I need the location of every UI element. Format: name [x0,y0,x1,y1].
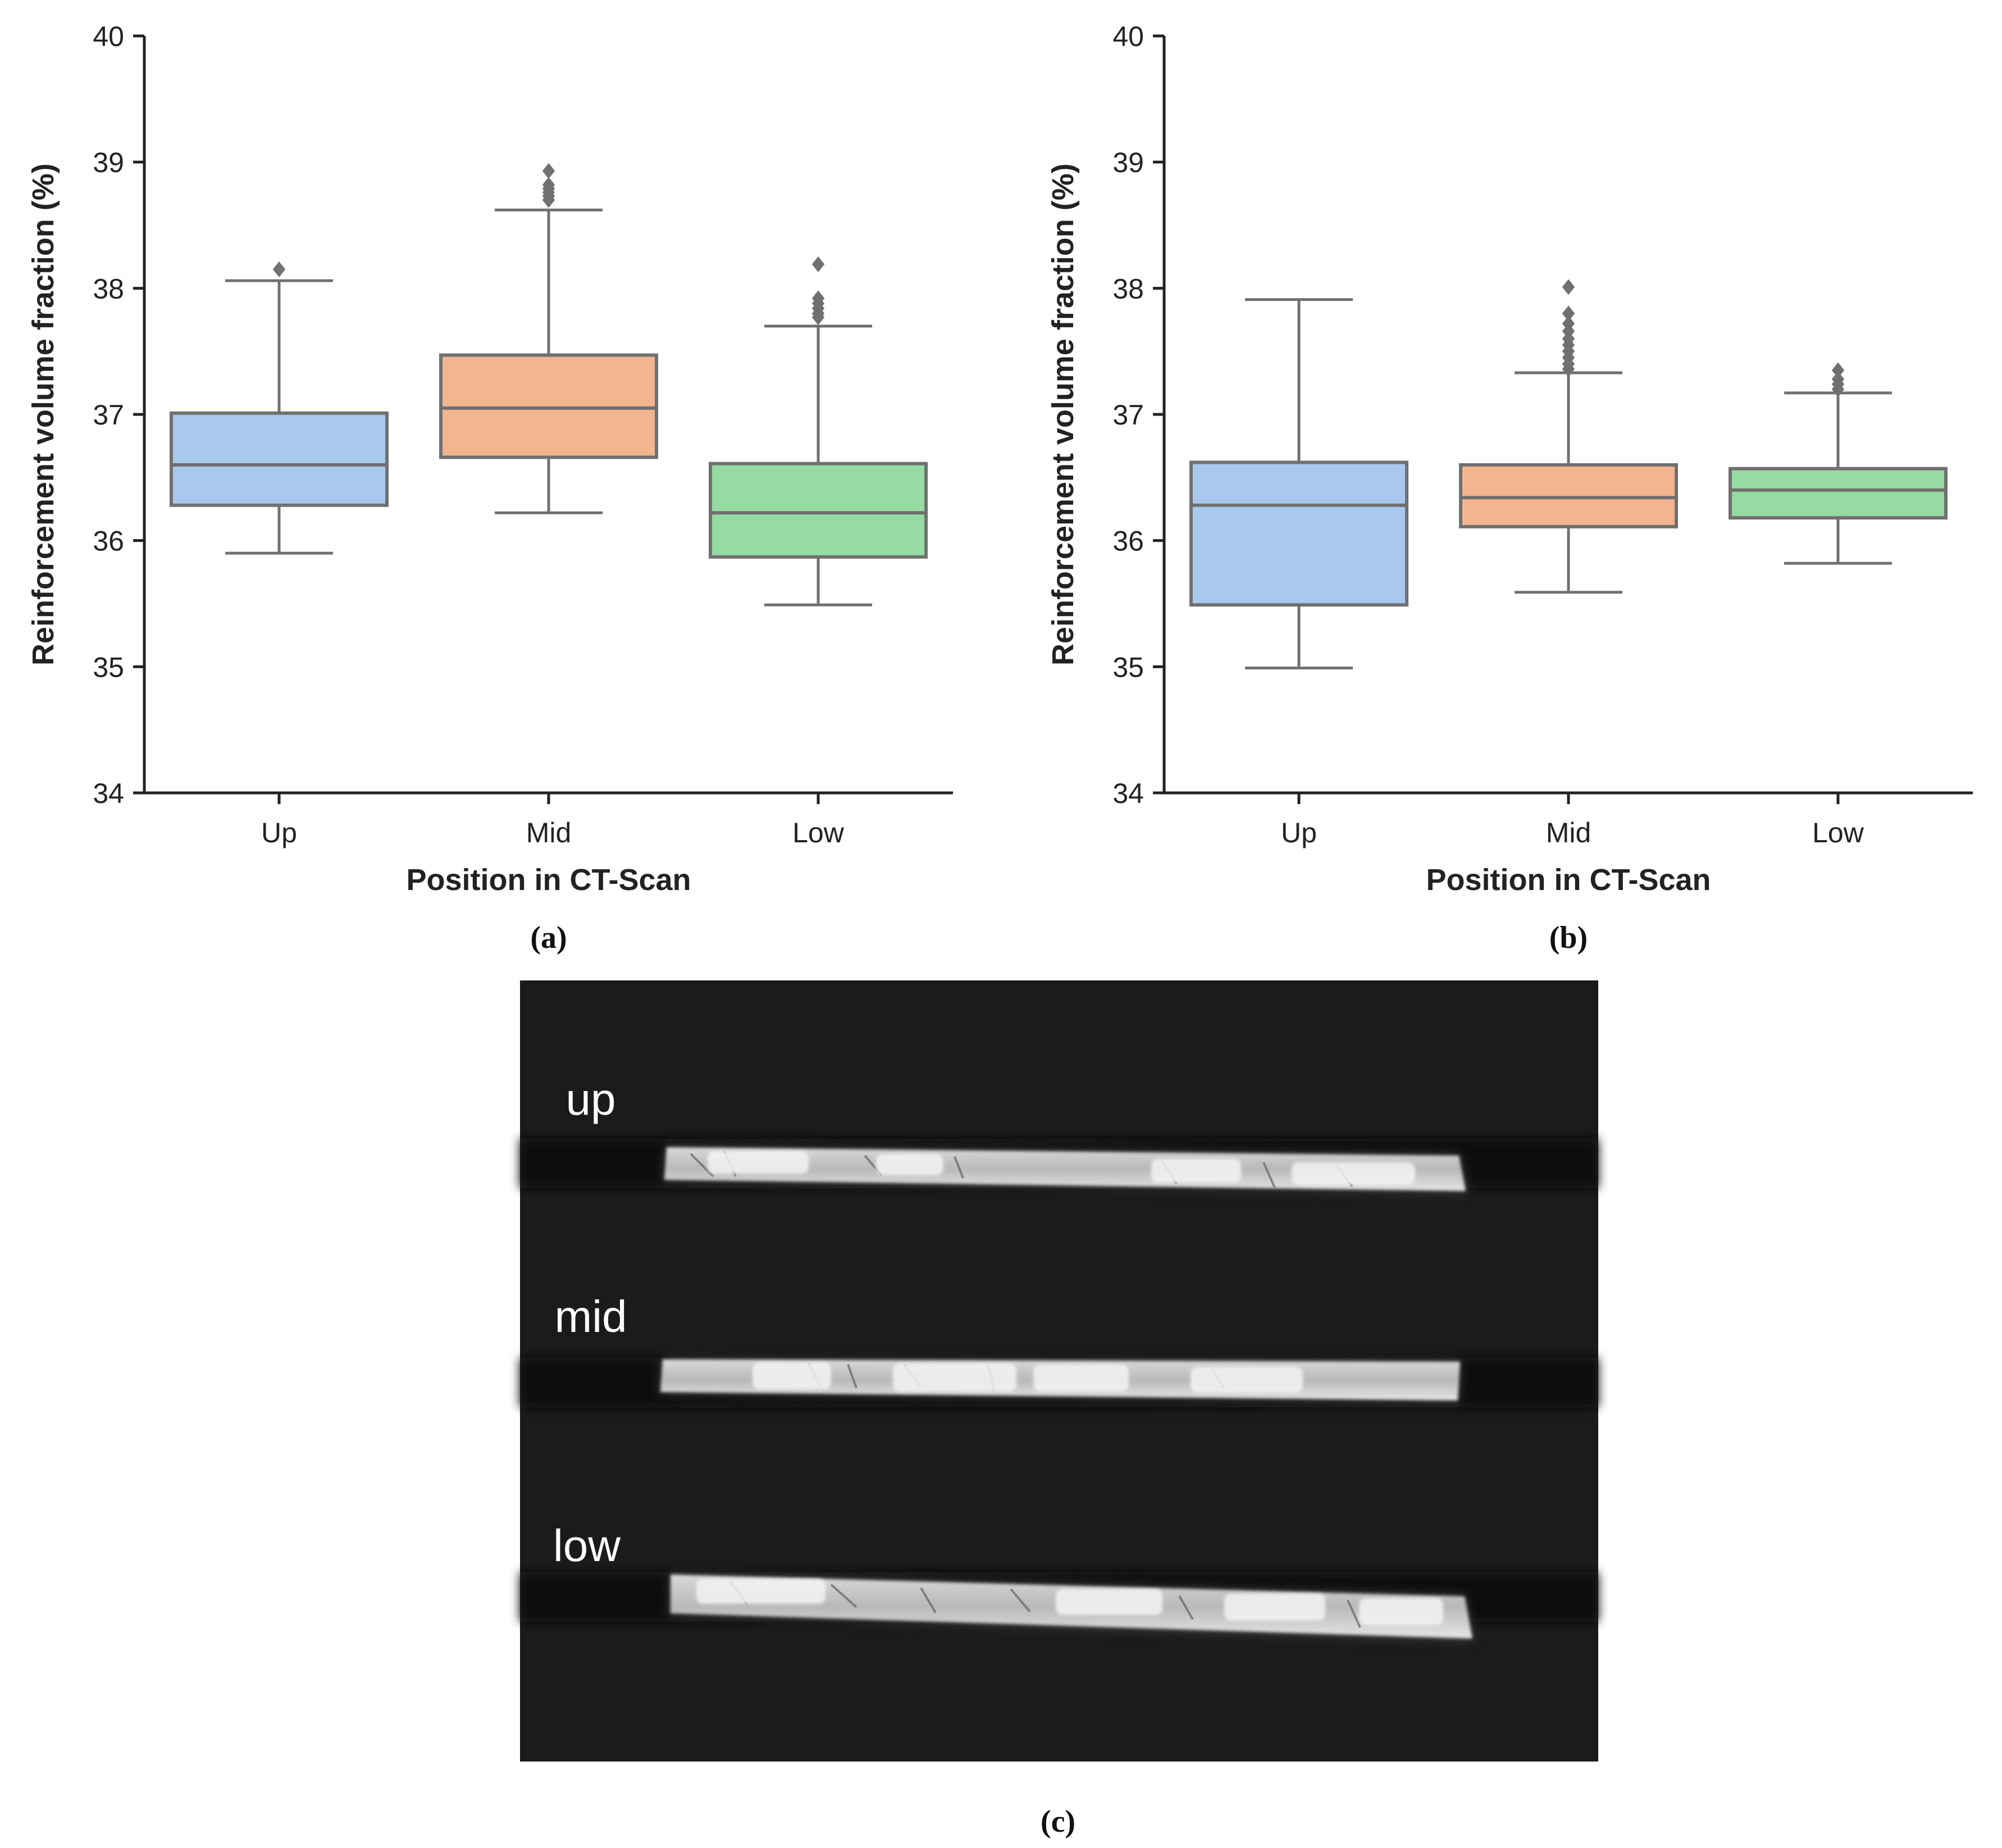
y-tick-label: 39 [1112,147,1144,179]
outlier-point [1562,305,1575,322]
box-low [1729,362,1948,565]
x-tick-label: Mid [526,817,572,848]
panel-b-label: (b) [1549,920,1588,955]
y-tick-label: 40 [1112,21,1144,52]
iqr-box [1189,460,1408,607]
y-tick-label: 36 [1112,526,1144,557]
box-low [709,256,928,606]
iqr-box [1459,463,1678,528]
ct-strip-bright-patches [696,1151,1443,1625]
outlier-point [811,256,825,272]
y-tick-label: 37 [93,399,124,431]
panel-b-x-axis-label: Position in CT-Scan [1426,863,1711,897]
iqr-box [709,462,928,559]
box-mid [439,163,658,514]
panel-a-x-axis-label: Position in CT-Scan [406,863,691,897]
box-up [170,261,389,555]
outlier-point [811,290,825,307]
iqr-box [1729,467,1948,520]
x-tick-label: Low [792,817,845,848]
ct-label-up: up [566,1074,616,1124]
y-tick-label: 35 [93,651,124,683]
outlier-point [542,163,555,179]
y-tick-label: 38 [93,273,124,304]
panel-a-chart: Reinforcement volume fraction (%) Positi… [26,21,953,955]
outlier-point [542,177,555,193]
iqr-box [439,353,658,459]
y-tick-label: 38 [1112,273,1144,304]
x-tick-label: Low [1812,817,1864,848]
ct-label-mid: mid [555,1292,627,1341]
iqr-box [170,411,389,507]
panel-b-chart: Reinforcement volume fraction (%) Positi… [1046,21,1973,955]
x-tick-label: Mid [1546,817,1591,848]
ct-strip-up [664,1147,1466,1191]
y-tick-label: 36 [93,526,124,557]
y-tick-label: 37 [1112,399,1144,431]
outlier-point [272,261,286,277]
panel-b-plot-area [1189,279,1948,670]
box-mid [1459,279,1678,594]
panel-c-label: (c) [1041,1804,1075,1839]
y-tick-label: 34 [93,778,124,809]
panel-a-label: (a) [530,920,567,955]
panel-a-y-axis-label: Reinforcement volume fraction (%) [26,163,60,665]
x-tick-label: Up [1281,817,1317,848]
panel-a-plot-area [170,163,928,606]
outlier-point [1831,371,1845,387]
y-tick-label: 34 [1112,778,1144,809]
y-tick-label: 35 [1112,651,1144,683]
y-tick-label: 39 [93,147,124,179]
outlier-point [1831,362,1845,378]
x-tick-label: Up [261,817,297,848]
outlier-point [1562,316,1575,332]
ct-scan-image: up mid low (c) [520,980,1598,1839]
panel-b-y-axis-label: Reinforcement volume fraction (%) [1046,163,1080,665]
box-up [1189,298,1408,670]
outlier-point [1562,279,1575,295]
ct-label-low: low [553,1521,621,1571]
y-tick-label: 40 [93,21,124,52]
